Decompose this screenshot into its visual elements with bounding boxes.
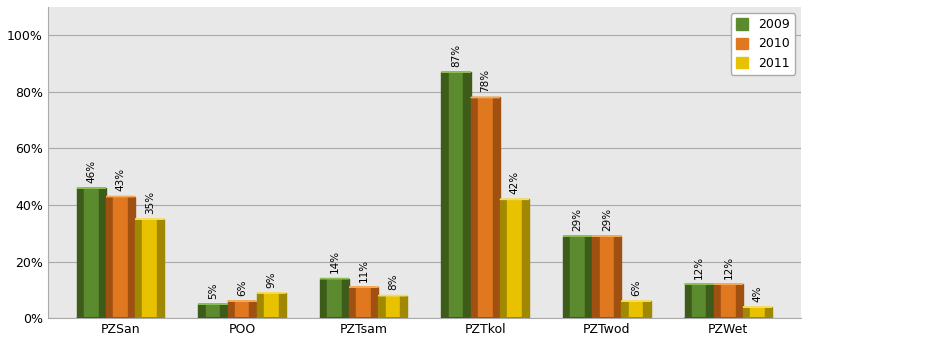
Text: 8%: 8% [388,274,397,291]
Polygon shape [470,97,477,318]
Polygon shape [256,293,264,318]
Polygon shape [205,304,220,318]
Text: 29%: 29% [601,208,612,231]
Polygon shape [250,301,256,318]
Polygon shape [135,219,142,318]
Text: 12%: 12% [693,256,703,279]
Polygon shape [113,197,128,318]
Polygon shape [278,293,286,318]
Text: 4%: 4% [752,285,762,302]
Text: 5%: 5% [208,282,218,299]
Text: 14%: 14% [329,250,339,273]
Polygon shape [570,236,585,318]
Polygon shape [385,296,400,318]
Polygon shape [742,307,750,318]
Polygon shape [157,219,164,318]
Text: 78%: 78% [480,69,490,92]
Polygon shape [621,301,628,318]
Polygon shape [264,293,278,318]
Polygon shape [628,301,642,318]
Polygon shape [142,219,157,318]
Polygon shape [507,199,522,318]
Polygon shape [319,279,327,318]
Polygon shape [349,287,356,318]
Polygon shape [713,284,720,318]
Text: 29%: 29% [572,208,582,231]
Polygon shape [499,199,507,318]
Text: 43%: 43% [115,168,125,191]
Polygon shape [400,296,407,318]
Polygon shape [463,72,470,318]
Polygon shape [128,197,135,318]
Polygon shape [84,188,98,318]
Text: 12%: 12% [723,256,732,279]
Polygon shape [441,72,448,318]
Polygon shape [720,284,735,318]
Polygon shape [378,296,385,318]
Polygon shape [522,199,528,318]
Polygon shape [642,301,650,318]
Text: 11%: 11% [358,259,368,282]
Text: 46%: 46% [86,160,97,183]
Polygon shape [585,236,591,318]
Text: 87%: 87% [451,44,460,67]
Polygon shape [750,307,764,318]
Polygon shape [77,188,84,318]
Polygon shape [735,284,742,318]
Polygon shape [613,236,621,318]
Text: 6%: 6% [237,280,247,296]
Polygon shape [98,188,106,318]
Polygon shape [691,284,705,318]
Text: 42%: 42% [509,171,519,194]
Polygon shape [492,97,499,318]
Polygon shape [356,287,370,318]
Text: 6%: 6% [630,280,640,296]
Polygon shape [562,236,570,318]
Polygon shape [705,284,713,318]
Polygon shape [591,236,599,318]
Text: 9%: 9% [266,271,276,288]
Polygon shape [227,301,235,318]
Polygon shape [684,284,691,318]
Polygon shape [106,197,113,318]
Polygon shape [448,72,463,318]
Polygon shape [477,97,492,318]
Polygon shape [342,279,349,318]
Polygon shape [220,304,227,318]
Text: 35%: 35% [145,191,155,214]
Polygon shape [327,279,342,318]
Legend: 2009, 2010, 2011: 2009, 2010, 2011 [730,13,794,75]
Polygon shape [235,301,250,318]
Polygon shape [199,304,205,318]
Polygon shape [599,236,613,318]
Polygon shape [764,307,771,318]
Polygon shape [370,287,378,318]
